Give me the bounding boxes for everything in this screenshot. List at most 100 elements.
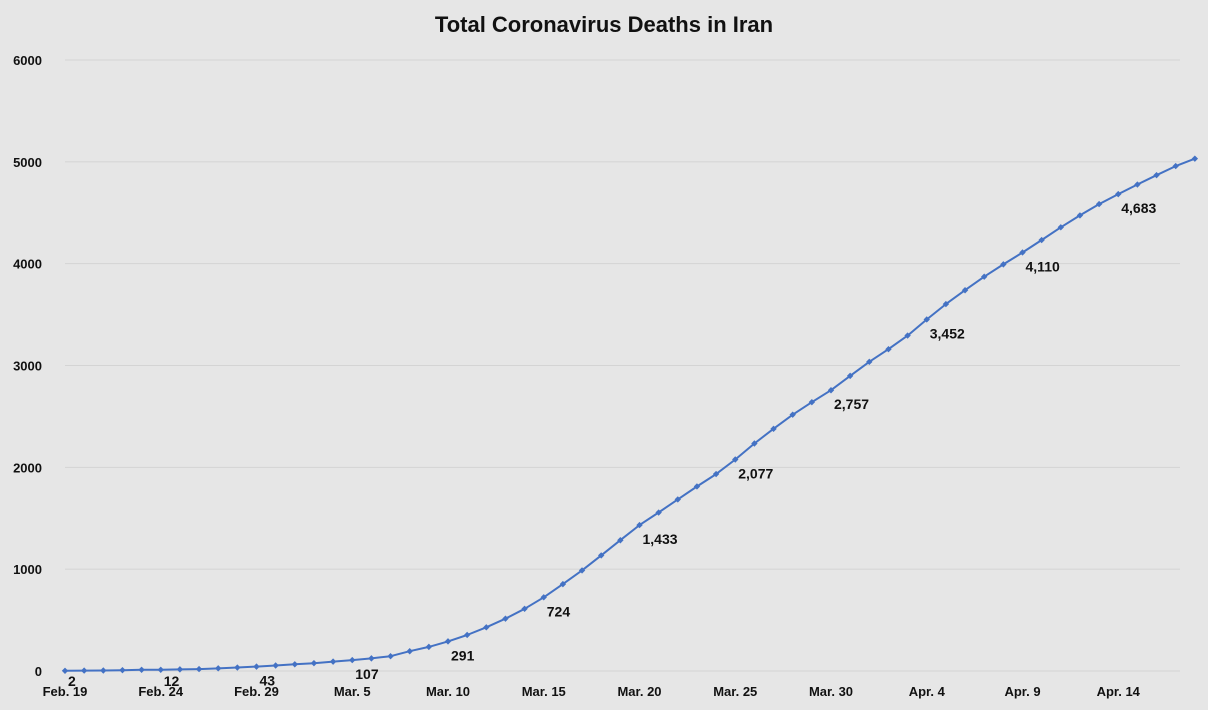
x-tick-label: Mar. 30 [809, 684, 853, 699]
data-point [1115, 190, 1122, 198]
data-label: 43 [260, 673, 276, 689]
data-point [157, 666, 164, 673]
y-tick-label: 5000 [13, 155, 42, 170]
x-tick-label: Mar. 20 [617, 684, 661, 699]
data-point [904, 332, 911, 339]
data-point [885, 346, 892, 353]
data-point [1019, 249, 1026, 256]
data-point [253, 663, 260, 670]
data-point [176, 666, 184, 673]
x-axis-ticks: Feb. 19 Feb. 24 Feb. 29 Mar. 5 Mar. 10 Mar. 1… [43, 684, 1141, 699]
data-point [138, 666, 145, 673]
data-point [540, 594, 547, 601]
x-tick-label: Feb. 24 [138, 684, 184, 699]
data-point [981, 273, 988, 280]
data-labels: 2 12 43 107 291 724 1,433 2,077 2,757 3,452 4,110 4… [68, 200, 1156, 689]
x-tick-label: Mar. 25 [713, 684, 757, 699]
data-point [559, 580, 567, 588]
data-point [1191, 155, 1199, 162]
data-point [578, 567, 586, 574]
data-label: 2 [68, 673, 76, 689]
data-label: 2,077 [738, 465, 773, 481]
series-line-layer [64, 157, 1196, 672]
chart-title: Total Coronavirus Deaths in Iran [434, 12, 774, 37]
data-point [463, 631, 471, 639]
data-label: 4,110 [1026, 258, 1060, 274]
data-point [368, 655, 375, 662]
data-point [636, 521, 643, 529]
y-tick-label: 1000 [13, 562, 42, 577]
data-point [1057, 224, 1064, 231]
data-point [425, 643, 433, 651]
data-point [329, 658, 337, 665]
data-point [751, 440, 758, 447]
series-line [64, 157, 1196, 672]
data-label: 3,452 [930, 325, 965, 341]
x-tick-label: Feb. 19 [43, 684, 88, 699]
data-label: 107 [355, 666, 379, 682]
data-point [827, 387, 835, 394]
data-point [1153, 171, 1160, 179]
data-point [923, 316, 930, 323]
data-point [215, 665, 222, 672]
data-point [866, 358, 873, 366]
data-label: 4,683 [1121, 200, 1156, 216]
x-tick-label: Feb. 29 [234, 684, 279, 699]
y-tick-label: 0 [35, 664, 42, 679]
data-point [770, 425, 777, 433]
data-point [349, 656, 356, 664]
data-point [119, 666, 126, 674]
gridlines [65, 59, 1180, 672]
data-label: 12 [164, 673, 180, 689]
series-markers [61, 155, 1199, 674]
data-point [1095, 200, 1103, 208]
y-tick-label: 3000 [13, 359, 42, 374]
x-tick-label: Apr. 9 [1004, 684, 1040, 699]
y-axis-ticks: 0 1000 2000 3000 4000 5000 6000 [13, 53, 42, 679]
data-point [1172, 162, 1179, 170]
data-label: 724 [547, 603, 571, 619]
data-point [291, 661, 298, 668]
data-point [732, 456, 739, 463]
x-tick-label: Mar. 10 [426, 684, 470, 699]
x-tick-label: Mar. 15 [522, 684, 566, 699]
data-point [100, 667, 107, 674]
data-point [1134, 181, 1141, 188]
data-label: 2,757 [834, 396, 869, 412]
data-point [310, 659, 318, 667]
x-tick-label: Apr. 4 [909, 684, 946, 699]
data-point [961, 287, 969, 294]
y-tick-label: 4000 [13, 257, 42, 272]
data-point [1000, 261, 1007, 268]
data-point [406, 648, 413, 655]
data-point [80, 667, 88, 674]
data-label: 1,433 [643, 531, 678, 547]
data-point [789, 411, 796, 418]
data-point [1076, 212, 1084, 219]
data-point [617, 537, 624, 544]
data-point [272, 662, 279, 669]
data-point [483, 624, 490, 631]
y-tick-label: 2000 [13, 460, 42, 475]
x-tick-label: Apr. 14 [1097, 684, 1141, 699]
data-point [808, 398, 816, 406]
data-point [387, 653, 394, 660]
data-point [712, 470, 720, 478]
data-point [61, 667, 69, 674]
data-point [846, 372, 854, 380]
data-point [598, 552, 605, 559]
data-point [444, 638, 452, 645]
data-point [693, 483, 701, 490]
data-point [942, 300, 950, 308]
data-point [655, 509, 662, 516]
x-tick-label: Mar. 5 [334, 684, 371, 699]
data-point [502, 615, 509, 622]
data-point [234, 664, 241, 671]
data-point [195, 665, 203, 673]
data-label: 291 [451, 647, 475, 663]
data-point [1038, 236, 1045, 244]
y-tick-label: 6000 [13, 53, 42, 68]
data-point [674, 496, 681, 503]
